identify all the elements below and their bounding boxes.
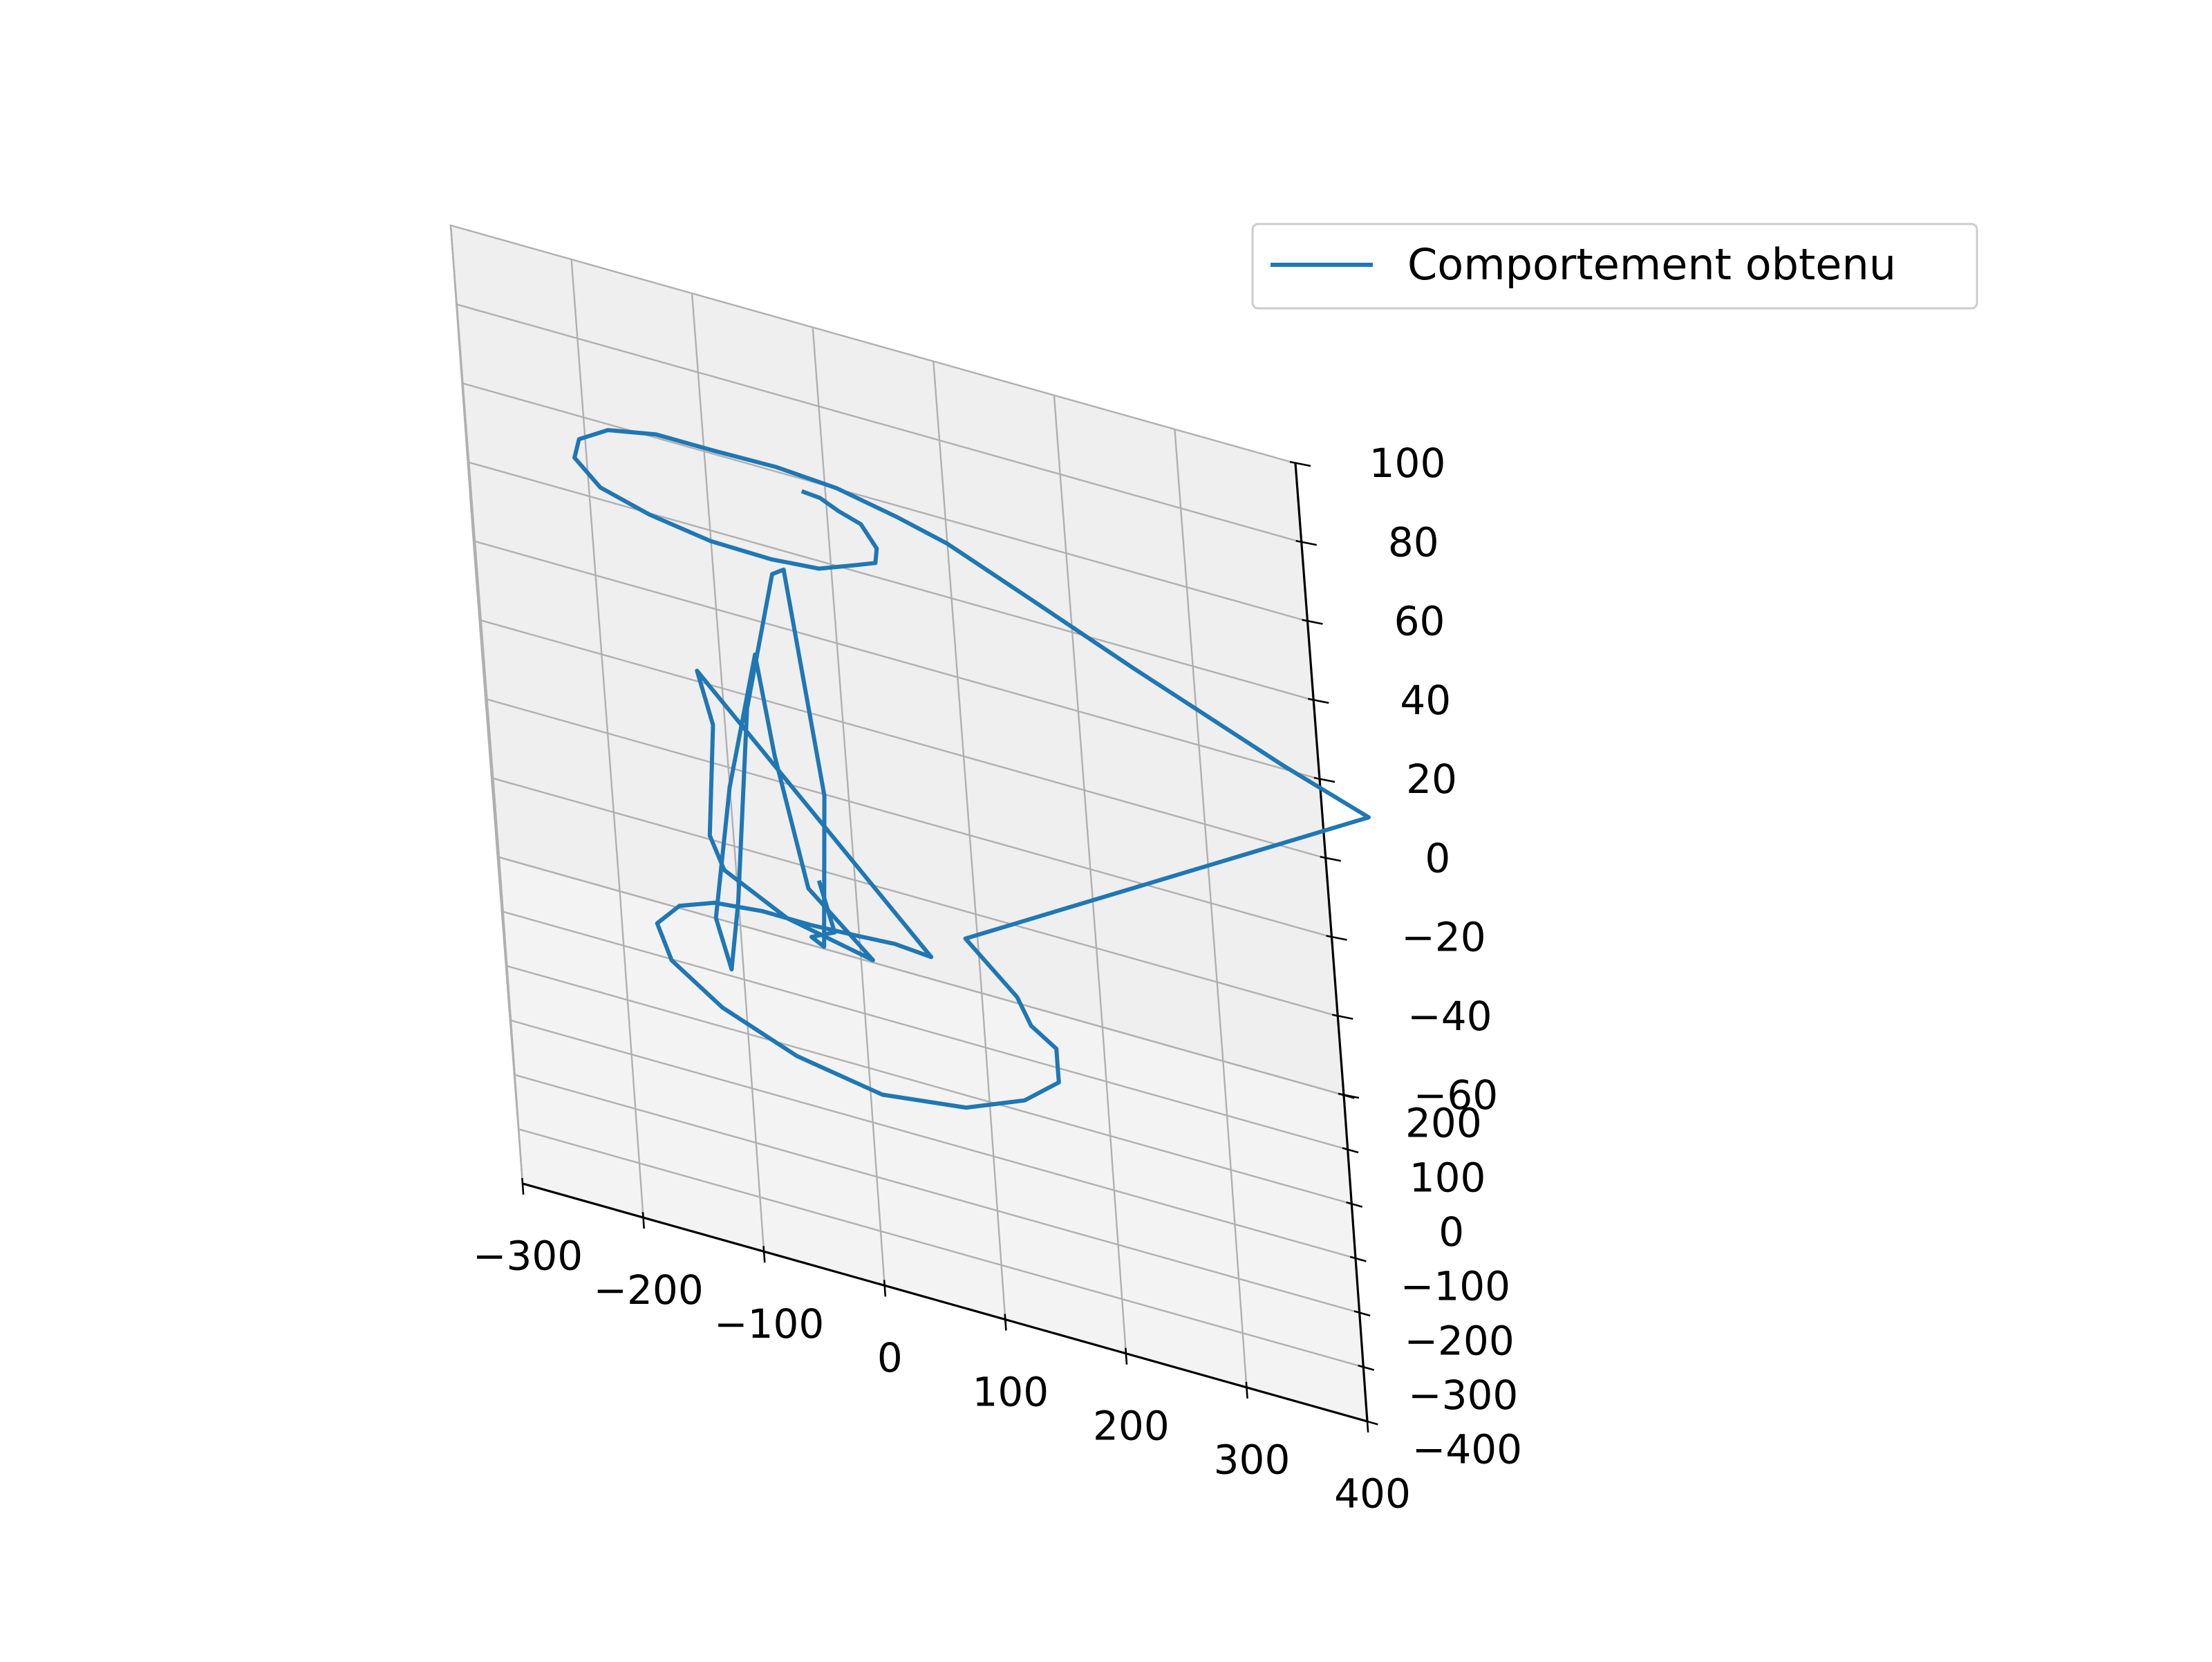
x-tick-label: −300 — [473, 1233, 583, 1280]
series-layer — [572, 428, 1371, 1110]
tick-marks: −300−200−1000100200300400−400−300−200−10… — [473, 440, 1522, 1518]
y-tick-label: −400 — [1412, 1426, 1522, 1473]
gridline-z — [449, 224, 1296, 552]
legend-box — [1251, 223, 1978, 310]
z-tick-label: −20 — [1401, 914, 1485, 961]
legend-label: Comportement obtenu — [1407, 239, 1896, 290]
x-tick-label: 200 — [1093, 1402, 1170, 1449]
z-tick — [1307, 698, 1329, 704]
x-tick-label: −200 — [593, 1267, 703, 1314]
z-tick — [1326, 935, 1347, 941]
z-tick-label: 80 — [1388, 519, 1439, 566]
x-tick-label: 300 — [1214, 1437, 1291, 1484]
y-tick-label: 200 — [1405, 1100, 1482, 1147]
x-tick — [883, 1280, 887, 1297]
z-tick-label: 0 — [1425, 834, 1450, 881]
x-tick — [521, 1177, 525, 1195]
z-tick — [1295, 539, 1318, 546]
z-tick-label: −60 — [1414, 1072, 1498, 1119]
y-tick — [1361, 1419, 1378, 1426]
legend: Comportement obtenu — [1251, 223, 1978, 310]
x-tick-label: −100 — [714, 1300, 824, 1347]
z-tick — [1289, 460, 1311, 467]
y-tick — [1358, 1364, 1375, 1371]
z-tick-label: −40 — [1407, 993, 1492, 1040]
y-tick-label: 0 — [1438, 1208, 1464, 1255]
z-tick — [1313, 776, 1335, 783]
y-tick — [1342, 1147, 1359, 1154]
x-tick-label: 0 — [877, 1334, 903, 1381]
y-tick — [1349, 1255, 1367, 1262]
x-tick — [1004, 1314, 1007, 1331]
x-tick — [1124, 1347, 1128, 1365]
x-tick-label: 400 — [1334, 1470, 1411, 1518]
x-tick — [1366, 1415, 1369, 1433]
y-tick-label: −300 — [1408, 1372, 1518, 1419]
z-tick — [1302, 619, 1323, 625]
x-tick-label: 100 — [972, 1368, 1049, 1415]
y-tick-label: −200 — [1404, 1317, 1514, 1364]
x-tick — [641, 1212, 646, 1229]
z-tick — [1338, 1092, 1360, 1099]
z-tick-label: 60 — [1394, 598, 1445, 645]
y-tick-label: 100 — [1409, 1154, 1486, 1201]
z-tick — [1320, 855, 1342, 862]
x-tick — [762, 1246, 766, 1263]
y-tick — [1353, 1310, 1371, 1317]
z-tick-label: 100 — [1369, 440, 1446, 487]
y-tick-label: −100 — [1400, 1263, 1510, 1310]
y-tick — [1346, 1201, 1363, 1208]
x-tick — [1245, 1381, 1248, 1399]
z-tick — [1331, 1014, 1353, 1020]
series-line — [572, 428, 1371, 1110]
z-tick-label: 40 — [1400, 677, 1451, 724]
x-axis-line — [522, 1182, 1368, 1423]
z-tick-label: 20 — [1406, 756, 1457, 803]
axes-panes — [449, 224, 1369, 1423]
